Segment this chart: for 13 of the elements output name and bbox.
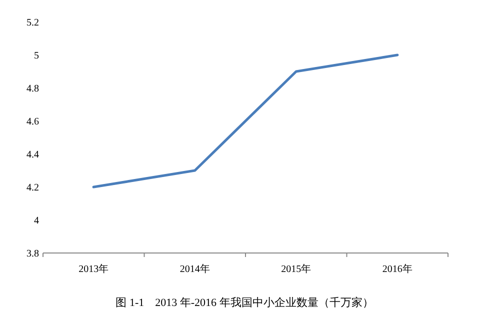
caption: 图 1-1 2013 年-2016 年我国中小企业数量（千万家） bbox=[116, 296, 374, 309]
x-tick-label: 2015年 bbox=[281, 263, 312, 275]
x-tick-label: 2016年 bbox=[382, 263, 412, 275]
y-tick-label: 5 bbox=[34, 50, 39, 62]
y-tick-label: 4.4 bbox=[26, 150, 39, 160]
x-tick-label: 2013年 bbox=[78, 263, 109, 275]
x-tick-label: 2014年 bbox=[180, 263, 210, 275]
y-tick-label: 4.8 bbox=[26, 84, 39, 94]
y-tick-label: 5.2 bbox=[26, 18, 39, 28]
y-tick-label: 4.2 bbox=[26, 182, 39, 194]
y-tick-label: 4.6 bbox=[26, 116, 39, 128]
y-tick-label: 3.8 bbox=[26, 248, 39, 260]
y-tick-label: 4 bbox=[34, 216, 39, 226]
